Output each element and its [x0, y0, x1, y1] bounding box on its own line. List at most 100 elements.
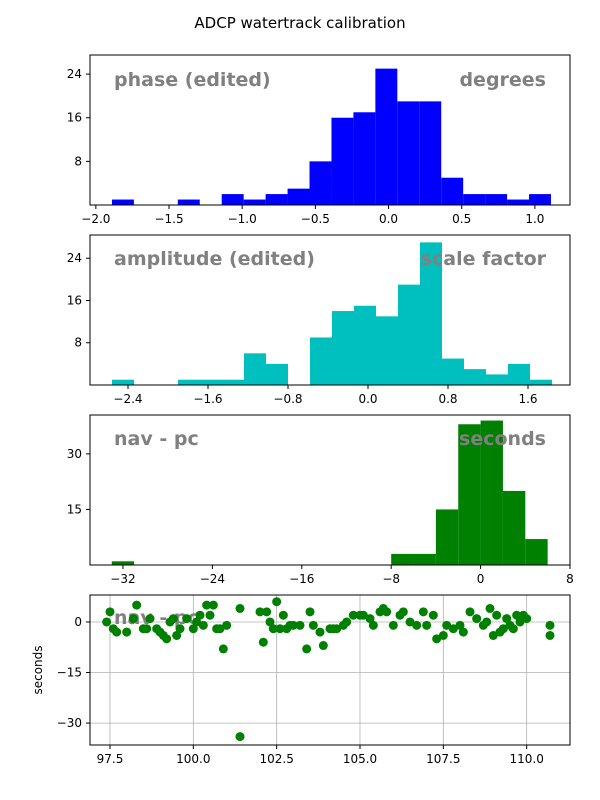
scatter-point	[258, 637, 268, 647]
scatter-point	[332, 624, 342, 634]
scatter-point	[235, 732, 245, 742]
scatter-point	[522, 614, 532, 624]
scatter-point	[492, 610, 502, 620]
scatter-point	[188, 624, 198, 634]
scatter-point	[455, 620, 465, 630]
scatter-point	[305, 607, 315, 617]
scatter-point	[388, 620, 398, 630]
x-tick-label: 0	[477, 572, 485, 586]
x-tick-label: 0.8	[438, 392, 457, 406]
scatter-point	[222, 620, 232, 630]
phase-histogram-bar	[177, 199, 200, 205]
phase-histogram-bar	[309, 161, 332, 205]
x-tick-label: −16	[289, 572, 314, 586]
phase-histogram-bar	[507, 199, 530, 205]
scatter-point	[318, 641, 328, 651]
scatter-point	[405, 617, 415, 627]
scatter-point	[315, 627, 325, 637]
timeseries-scatter: nav - pc 97.5 100.0 102.5 105.0 107.5 110.0 0…	[31, 594, 571, 766]
scatter-point	[198, 620, 208, 630]
y-tick-label: 8	[74, 336, 82, 350]
scatter-point	[302, 644, 312, 654]
amplitude-histogram-bar	[200, 379, 222, 385]
amplitude-y-axis: 8 16 24	[67, 251, 90, 350]
phase-histogram-bar	[397, 101, 420, 205]
amplitude-histogram-bar	[244, 353, 266, 385]
scatter-point	[268, 624, 278, 634]
scatter-point	[498, 624, 508, 634]
nav-histogram-bar	[111, 561, 135, 565]
amplitude-histogram-bar	[420, 242, 442, 385]
scatter-point	[272, 597, 282, 607]
y-tick-label: 24	[67, 67, 82, 81]
x-tick-label: −1.0	[228, 212, 257, 226]
amplitude-histogram-bar	[376, 316, 398, 385]
phase-y-axis: 8 16 24	[67, 67, 90, 168]
amplitude-histogram-bar	[442, 358, 464, 385]
scatter-point	[168, 614, 178, 624]
scatter-point	[442, 620, 452, 630]
scatter-point	[192, 617, 202, 627]
x-tick-label: 110.0	[509, 752, 543, 766]
phase-histogram-bar	[375, 68, 398, 206]
x-tick-label: 107.5	[426, 752, 460, 766]
nav-frame	[89, 414, 571, 566]
x-tick-label: 8	[566, 572, 574, 586]
scatter-point	[398, 607, 408, 617]
phase-histogram-bar	[419, 101, 442, 205]
nav-histogram-bar	[413, 553, 436, 565]
nav-histogram-bar	[502, 490, 526, 565]
phase-histogram-bar	[441, 177, 464, 205]
amplitude-right-label: scale factor	[421, 248, 547, 270]
amplitude-x-axis: −2.4 −1.6 −0.8 0.0 0.8 1.6	[113, 385, 538, 406]
scatter-point	[482, 617, 492, 627]
amplitude-frame	[89, 234, 571, 386]
x-tick-label: 105.0	[343, 752, 377, 766]
scatter-point	[278, 610, 288, 620]
phase-histogram-bar	[463, 194, 486, 205]
scatter-point	[545, 620, 555, 630]
amplitude-histogram-bar	[310, 337, 332, 385]
scatter-point	[365, 614, 375, 624]
nav-x-axis: −32 −24 −16 −8 0 8	[110, 565, 574, 586]
amplitude-left-label: amplitude (edited)	[114, 248, 315, 270]
scatter-point	[508, 624, 518, 634]
x-tick-label: −1.5	[154, 212, 183, 226]
amplitude-histogram-bar	[530, 379, 552, 385]
y-tick-label: −15	[57, 666, 82, 680]
x-tick-label: −0.5	[301, 212, 330, 226]
phase-histogram-bar	[243, 199, 266, 205]
scatter-point	[142, 624, 152, 634]
scatter-point	[205, 610, 215, 620]
scatter-point	[215, 624, 225, 634]
phase-histogram-bar	[353, 112, 376, 205]
scatter-point	[358, 610, 368, 620]
phase-histogram-bar	[265, 194, 288, 205]
x-tick-label: 0.0	[358, 392, 377, 406]
scatter-point	[428, 610, 438, 620]
scatter-point	[438, 630, 448, 640]
scatter-point	[195, 610, 205, 620]
x-tick-label: 1.6	[518, 392, 537, 406]
amplitude-histogram-bar	[178, 379, 200, 385]
amplitude-histogram-bar	[486, 374, 508, 385]
scatter-point	[132, 600, 142, 610]
phase-histogram-bar	[485, 194, 508, 205]
x-tick-label: −0.8	[273, 392, 302, 406]
amplitude-histogram-bar	[266, 363, 288, 385]
x-tick-label: 102.5	[259, 752, 293, 766]
scatter-point	[218, 644, 228, 654]
scatter-point	[145, 614, 155, 624]
scatter-point	[432, 634, 442, 644]
x-tick-label: 0.0	[379, 212, 398, 226]
amplitude-histogram-bar	[398, 284, 420, 385]
scatter-point	[122, 627, 132, 637]
phase-histogram-bar	[529, 194, 551, 205]
x-tick-label: −32	[110, 572, 135, 586]
y-tick-label: 24	[67, 251, 82, 265]
scatter-point	[412, 620, 422, 630]
scatter-point	[235, 603, 245, 613]
amplitude-histogram-bar	[354, 305, 376, 385]
